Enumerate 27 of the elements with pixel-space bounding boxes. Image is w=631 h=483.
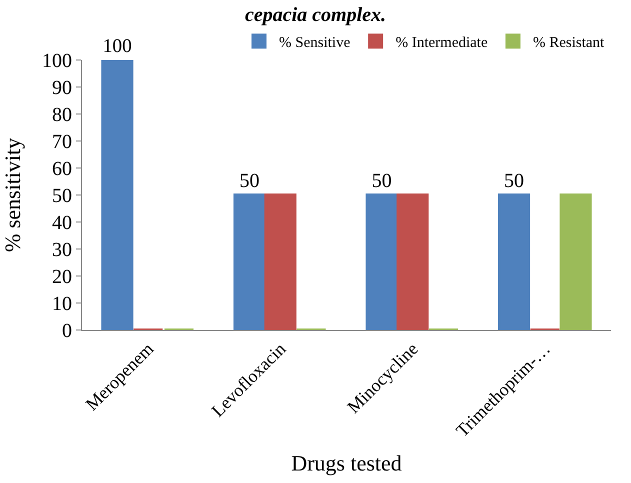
y-tick-label: 100 [42,50,72,72]
data-label: 50 [372,170,392,192]
y-tick-label: 50 [52,185,72,207]
bar [498,194,530,330]
data-label: 100 [102,36,132,58]
legend-label: % Sensitive [279,35,351,51]
y-tick-label: 30 [52,239,72,261]
y-tick-label: 10 [52,293,72,315]
bar [264,194,296,330]
bar [396,194,429,330]
x-axis-title: Drugs tested [291,450,402,476]
legend-label: % Intermediate [396,35,488,51]
bar [366,194,398,330]
y-tick-label: 70 [52,131,72,153]
y-tick-label: 40 [52,212,72,234]
y-tick-label: 60 [52,158,72,180]
data-label: 50 [240,170,260,192]
bar [101,60,134,330]
y-tick-label: 90 [52,77,72,99]
y-axis-title: % sensitivity [0,138,25,252]
y-tick-label: 0 [62,320,72,342]
bar [233,194,266,330]
data-label: 50 [504,170,524,192]
legend-label: % Resistant [532,35,606,51]
y-tick-label: 20 [52,266,72,288]
chart-title: cepacia complex. [244,4,386,26]
y-tick-label: 80 [52,104,72,126]
